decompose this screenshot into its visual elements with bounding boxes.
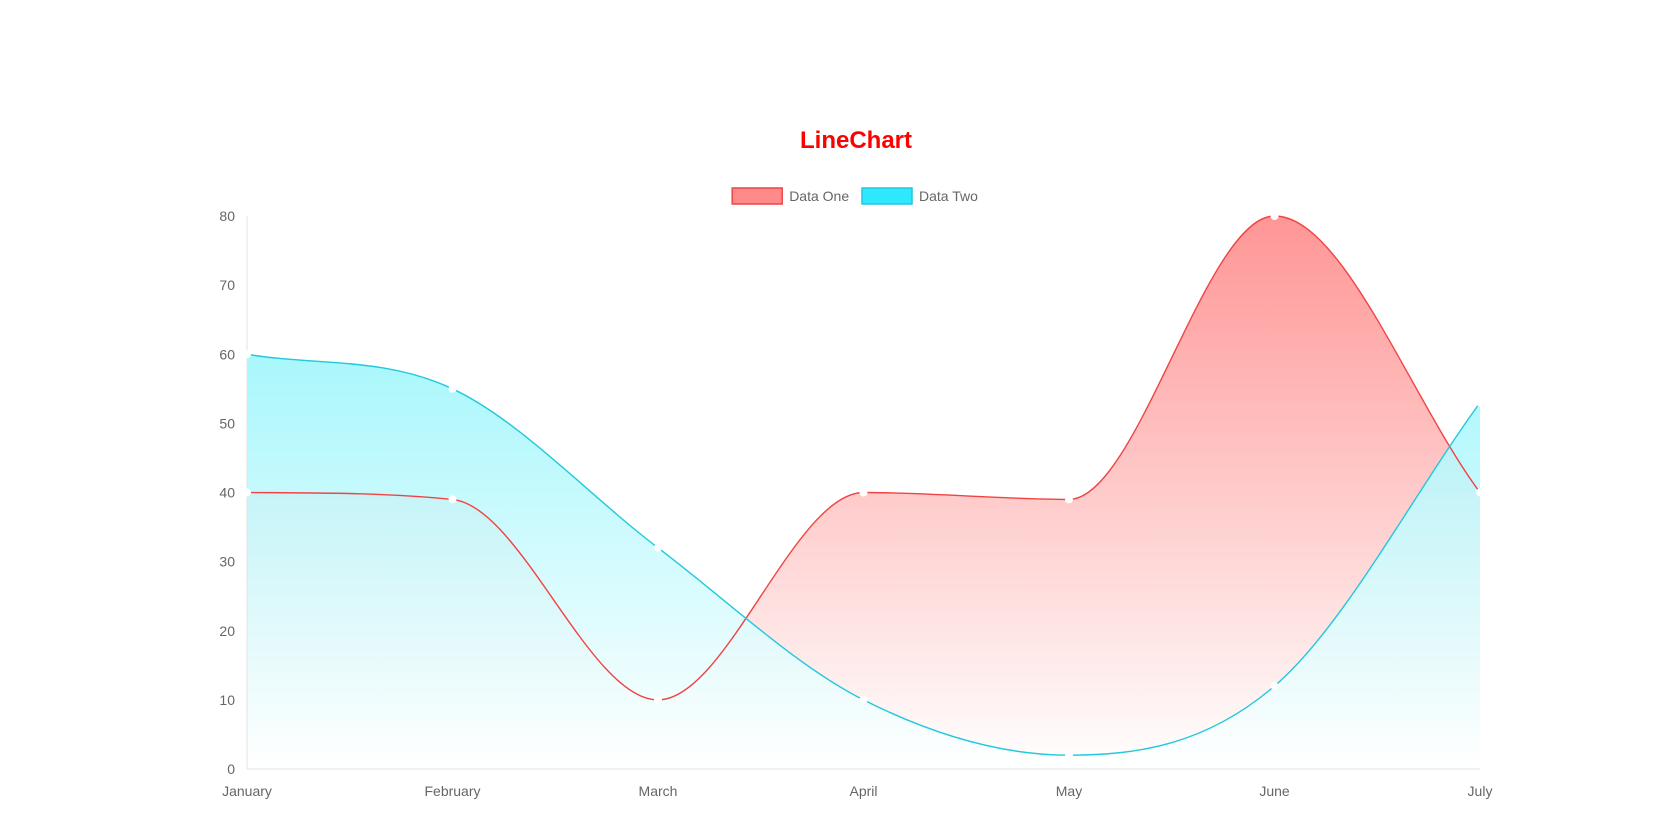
y-tick-label: 0 [227,761,235,777]
x-tick-label: March [639,783,678,799]
data-point-s1-4[interactable] [859,488,868,497]
series-area-2 [247,354,1480,769]
y-tick-label: 40 [219,485,235,501]
data-point-s2-1[interactable] [243,350,251,359]
data-point-s1-3[interactable] [654,695,662,704]
x-tick-label: January [222,783,272,799]
data-point-s1-2[interactable] [448,495,457,504]
data-point-s2-2[interactable] [448,384,457,393]
chart-title: LineChart [800,127,912,154]
x-tick-label: February [424,783,480,799]
legend-label: Data One [789,188,849,204]
y-tick-label: 80 [219,208,235,224]
x-tick-label: May [1056,783,1082,799]
legend-swatch [861,187,913,205]
legend-label: Data Two [919,188,978,204]
data-point-s2-7[interactable] [1476,398,1484,407]
data-point-s1-6[interactable] [1270,212,1279,220]
data-point-s2-4[interactable] [859,695,868,704]
y-tick-label: 30 [219,554,235,570]
x-tick-label: June [1259,783,1290,799]
series-line-1 [246,215,1481,701]
y-tick-label: 60 [219,346,235,362]
legend-item-1[interactable]: Data One [731,187,849,205]
data-point-s1-7[interactable] [1476,488,1484,497]
data-point-s2-3[interactable] [654,543,662,552]
data-point-s2-6[interactable] [1270,682,1279,691]
x-tick-label: April [849,783,877,799]
y-tick-label: 20 [219,623,235,639]
y-tick-label: 70 [219,277,235,293]
data-point-s1-5[interactable] [1065,495,1073,504]
axes: 0 10 20 30 40 50 60 70 80 January February March Apr… [219,208,1492,799]
legend-item-2[interactable]: Data Two [861,187,978,205]
data-point-s2-5[interactable] [1065,751,1073,760]
x-tick-label: July [1468,783,1493,799]
y-tick-label: 50 [219,415,235,431]
legend-swatch [731,187,783,205]
legend: Data One Data Two [731,187,978,205]
y-tick-label: 10 [219,692,235,708]
data-point-s1-1[interactable] [243,488,251,497]
data-points [243,212,1484,760]
